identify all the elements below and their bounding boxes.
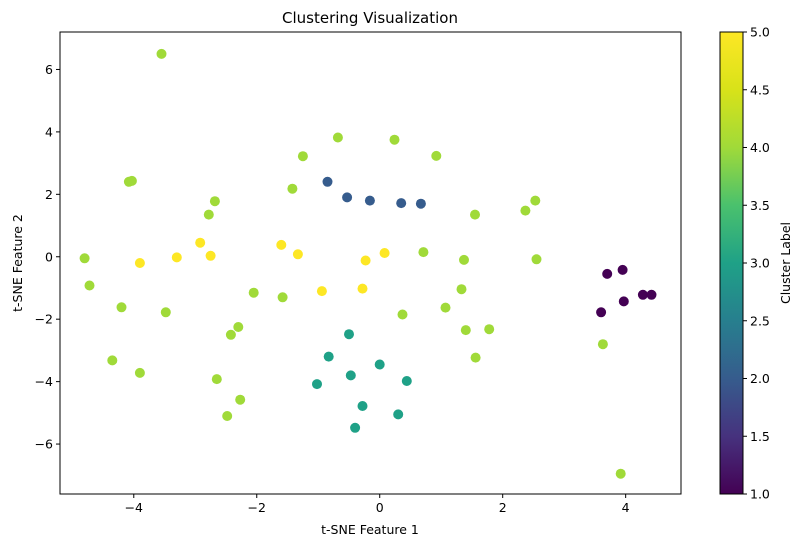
colorbar-tick-label: 3.5	[750, 198, 770, 213]
x-axis-label: t-SNE Feature 1	[321, 522, 419, 537]
data-point	[222, 411, 233, 421]
data-point	[617, 264, 628, 275]
colorbar-tick-label: 5.0	[750, 25, 770, 40]
chart-title: Clustering Visualization	[282, 9, 458, 27]
data-point	[431, 150, 442, 161]
data-point	[79, 253, 90, 264]
y-tick-label: −2	[35, 312, 53, 327]
y-tick-label: 6	[45, 62, 53, 77]
data-point	[364, 195, 375, 206]
data-point	[171, 252, 182, 263]
data-point	[357, 401, 368, 411]
colorbar-ticks: 1.0 1.5 2.0 2.5 3.0 3.5 4.0 4.5 5.0	[743, 25, 770, 502]
x-tick-label: −2	[248, 500, 266, 515]
x-axis-ticks: −4 −2 0 2 4	[125, 494, 630, 515]
data-point	[160, 307, 171, 318]
data-point	[418, 247, 429, 258]
data-point	[456, 284, 467, 295]
data-point	[156, 48, 167, 59]
y-tick-label: 2	[45, 187, 53, 202]
data-point	[345, 370, 356, 381]
data-point	[126, 175, 137, 186]
data-point	[470, 352, 481, 363]
y-tick-label: 0	[45, 249, 53, 264]
points-layer	[79, 48, 657, 479]
data-point	[322, 176, 333, 187]
data-point	[602, 268, 613, 279]
data-point	[459, 254, 469, 265]
y-axis-label: t-SNE Feature 2	[10, 214, 25, 312]
data-point	[297, 151, 308, 162]
data-point	[637, 289, 648, 300]
data-point	[276, 239, 287, 250]
colorbar-label: Cluster Label	[778, 222, 793, 304]
colorbar-tick-label: 1.5	[750, 429, 770, 444]
data-point	[209, 196, 220, 207]
x-tick-label: 4	[622, 500, 630, 515]
data-point	[401, 376, 412, 386]
x-tick-label: 0	[376, 500, 384, 515]
data-point	[596, 307, 607, 318]
colorbar-tick-label: 2.5	[750, 313, 770, 328]
data-point	[225, 329, 236, 340]
y-axis-ticks: −6 −4 −2 0 2 4 6	[35, 62, 60, 452]
data-point	[397, 309, 408, 320]
data-point	[484, 324, 495, 335]
data-point	[235, 394, 246, 405]
data-point	[597, 339, 608, 350]
colorbar-tick-label: 2.0	[750, 371, 770, 386]
data-point	[460, 325, 471, 336]
data-point	[357, 283, 368, 294]
data-point	[134, 367, 145, 378]
data-point	[316, 286, 327, 297]
data-point	[520, 205, 531, 216]
data-point	[531, 254, 542, 265]
colorbar-tick-label: 4.0	[750, 140, 770, 155]
data-point	[287, 183, 298, 194]
data-point	[277, 292, 288, 303]
data-point	[350, 422, 361, 433]
colorbar	[719, 31, 744, 495]
data-point	[84, 280, 95, 291]
data-point	[393, 409, 404, 420]
data-point	[205, 250, 216, 261]
data-point	[134, 258, 145, 268]
colorbar-tick-label: 4.5	[750, 82, 770, 97]
data-point	[233, 322, 244, 332]
data-point	[116, 302, 127, 313]
data-point	[389, 134, 400, 145]
y-tick-label: −4	[35, 374, 53, 389]
data-point	[195, 237, 206, 248]
data-point	[379, 248, 390, 258]
data-point	[292, 249, 303, 260]
data-point	[440, 302, 451, 313]
data-point	[360, 255, 371, 266]
data-point	[203, 209, 214, 220]
data-point	[618, 296, 629, 307]
x-tick-label: 2	[499, 500, 507, 515]
data-point	[323, 351, 334, 362]
data-point	[374, 359, 385, 370]
y-tick-label: −6	[35, 437, 53, 452]
data-point	[470, 209, 480, 220]
data-point	[211, 374, 222, 385]
data-point	[332, 132, 343, 143]
data-point	[396, 198, 407, 209]
data-point	[248, 287, 259, 298]
data-point	[415, 198, 426, 209]
data-point	[312, 379, 322, 390]
colorbar-tick-label: 3.0	[750, 256, 770, 271]
plot-frame	[59, 31, 682, 495]
data-point	[530, 195, 541, 206]
data-point	[107, 355, 118, 366]
colorbar-tick-label: 1.0	[750, 487, 770, 502]
data-point	[344, 329, 354, 340]
data-point	[342, 192, 353, 203]
x-tick-label: −4	[125, 500, 143, 515]
y-tick-label: 4	[45, 124, 53, 139]
data-point	[646, 289, 657, 300]
data-point	[615, 468, 626, 479]
